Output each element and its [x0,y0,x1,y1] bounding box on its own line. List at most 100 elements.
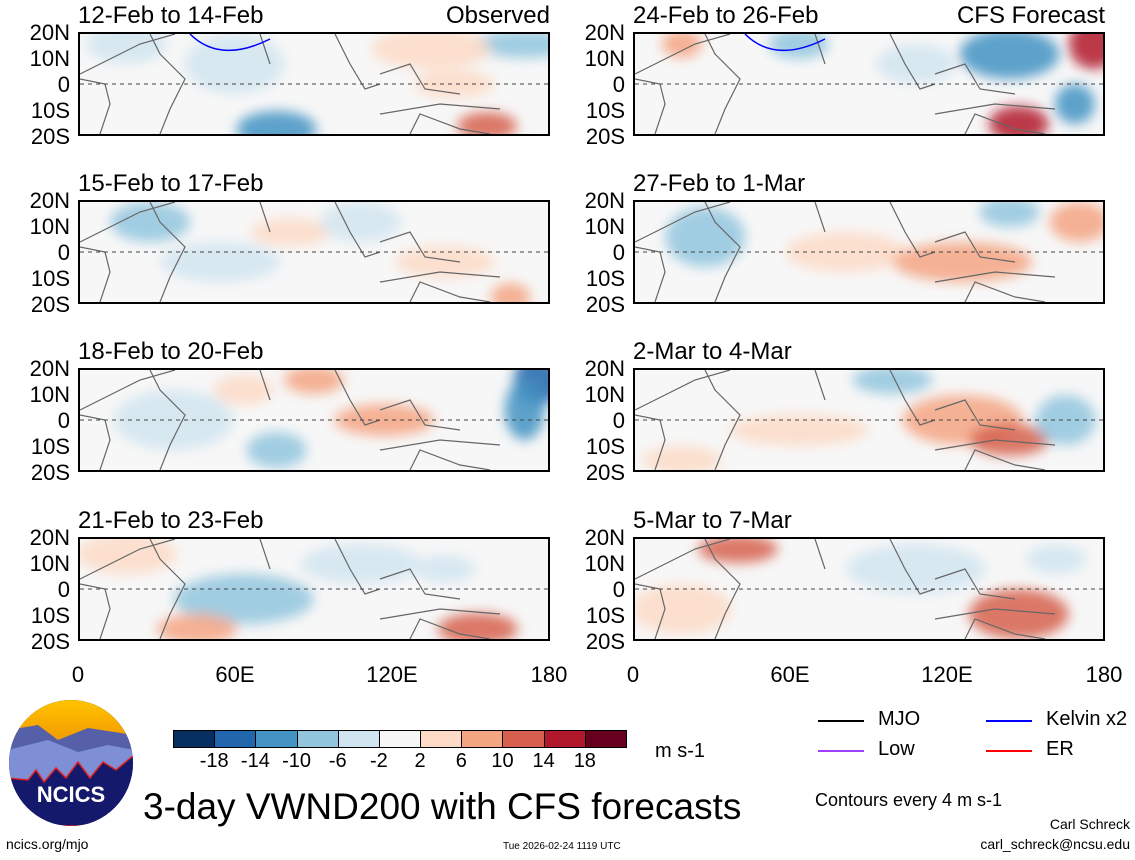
lat-label: 20S [30,460,70,485]
author-email[interactable]: carl_schreck@ncsu.edu [980,836,1130,852]
anomaly-blob [300,544,421,584]
panel-source-tag: CFS Forecast [956,2,1105,29]
lat-label: 10N [584,46,625,71]
colorbar-swatch [502,730,545,748]
anomaly-blob [250,218,331,246]
colorbar-label: -2 [370,750,388,772]
colorbar-label: 10 [491,750,514,772]
anomaly-blob [875,44,956,84]
colorbar-label: 2 [414,750,426,772]
coastlines [635,34,1056,134]
anomaly-blob [371,34,491,69]
lat-label: 20N [584,188,625,213]
anomaly-blob [395,246,496,278]
lat-label: 20N [29,525,70,550]
colorbar-swatch [214,730,257,748]
lat-label: 20N [584,525,625,550]
anomaly-blob [845,544,986,594]
lat-label: 20S [585,629,625,654]
anomaly-blob [236,111,317,134]
colorbar-swatch [584,730,627,748]
anomaly-blob [665,207,746,267]
lat-label: 0 [612,240,625,265]
lat-label: 10S [585,434,625,459]
lon-label: 120E [921,662,973,687]
map-panel [633,368,1105,472]
panel-title: 21-Feb to 23-Feb [78,507,264,534]
source-link[interactable]: ncics.org/mjo [6,836,89,852]
lat-label: 10S [585,603,625,628]
lat-label: 20N [29,356,70,381]
lon-label: 180 [1085,662,1123,687]
lat-label: 20S [585,460,625,485]
contours-note: Contours every 4 m s-1 [815,790,1003,810]
panel-title: 5-Mar to 7-Mar [633,507,792,534]
map-panel [633,200,1105,304]
lat-label: 20S [585,292,625,317]
map-panel [78,32,550,136]
anomaly-blob [113,390,234,450]
anomaly-blob [157,614,237,639]
lat-label: 10S [585,98,625,123]
anomaly-blob [635,584,732,634]
panel-title: 27-Feb to 1-Mar [633,170,806,197]
anomaly-blob [1035,395,1096,445]
coastlines [635,370,1056,470]
anomaly-blob [979,202,1040,227]
colorbar-label: -18 [199,750,229,772]
anomaly-blob [504,380,545,440]
legend-label: Low [878,738,915,760]
lon-label: 60E [770,662,810,687]
lat-label: 0 [612,577,625,602]
lon-label: 120E [366,662,418,687]
colorbar-swatch [255,730,298,748]
map-panel [633,537,1105,641]
anomaly-blob [86,34,167,64]
lat-label: 10N [29,382,70,407]
lat-label: 0 [612,408,625,433]
lat-label: 0 [57,577,70,602]
lat-label: 10N [29,551,70,576]
lat-label: 0 [57,408,70,433]
anomaly-blob [160,242,281,282]
anomaly-blob [768,34,829,59]
kelvin-contour [744,34,826,51]
anomaly-blob [1054,84,1095,124]
lat-label: 0 [57,240,70,265]
anomaly-blob [213,375,274,405]
map-panel [78,200,550,304]
legend-label: MJO [878,708,921,730]
coastlines [80,539,501,639]
panel-title: 12-Feb to 14-Feb [78,2,264,29]
author: Carl Schreck [1049,816,1130,832]
colorbar-swatch [173,730,216,748]
coastlines [635,539,1056,639]
colorbar-label: -10 [282,750,311,772]
anomaly-blob [415,555,476,583]
figure-title: 3-day VWND200 with CFS forecasts [143,786,742,827]
anomaly-blob [728,414,869,446]
lon-label: 60E [215,662,255,687]
anomaly-blob [988,106,1049,134]
colorbar-label: -14 [240,750,270,772]
lat-label: 20S [585,124,625,149]
lat-label: 10S [30,98,70,123]
anomaly-blob [1068,34,1103,69]
colorbar-units: m s-1 [655,740,705,762]
kelvin-contour [189,34,271,51]
anomaly-blob [457,112,518,134]
panel-title: 18-Feb to 20-Feb [78,338,264,365]
lat-label: 10N [584,382,625,407]
coastlines [80,34,501,134]
lat-label: 20N [29,188,70,213]
lat-label: 0 [612,72,625,97]
anomaly-blob [490,283,531,302]
coastlines [80,202,501,302]
anomaly-blob [959,34,1060,79]
anomaly-blob [969,424,1050,456]
lat-label: 10S [30,603,70,628]
panel-source-tag: Observed [445,2,550,29]
colorbar-swatch [461,730,504,748]
coastlines [635,202,1056,302]
panel-title: 2-Mar to 4-Mar [633,338,792,365]
